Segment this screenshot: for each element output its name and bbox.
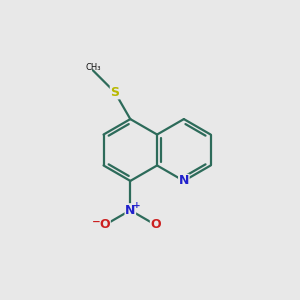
- Text: S: S: [110, 86, 119, 99]
- Text: −: −: [92, 216, 101, 226]
- Text: +: +: [133, 201, 141, 210]
- Text: CH₃: CH₃: [85, 63, 101, 72]
- Text: N: N: [125, 204, 136, 217]
- Text: O: O: [150, 218, 161, 232]
- Text: N: N: [179, 174, 189, 188]
- Text: O: O: [100, 218, 110, 232]
